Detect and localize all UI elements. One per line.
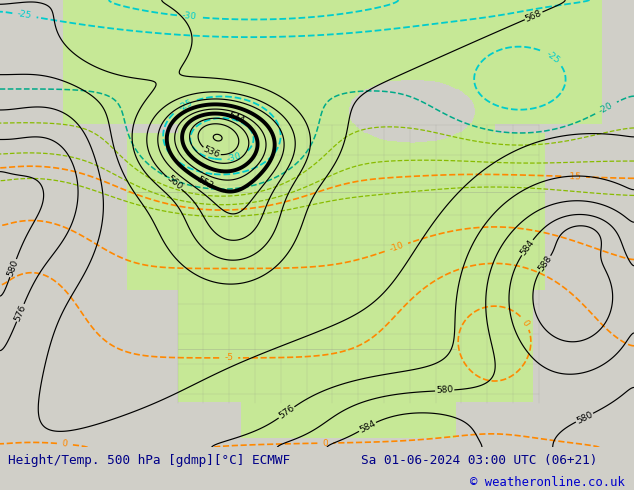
Text: 0: 0 xyxy=(520,318,531,328)
Text: 580: 580 xyxy=(436,386,453,395)
Text: -25: -25 xyxy=(16,10,32,21)
Text: 588: 588 xyxy=(536,254,553,273)
Text: 584: 584 xyxy=(519,238,536,257)
Text: 584: 584 xyxy=(358,419,377,435)
Text: © weatheronline.co.uk: © weatheronline.co.uk xyxy=(470,476,624,489)
Text: 576: 576 xyxy=(277,404,296,421)
Text: -25: -25 xyxy=(545,49,562,65)
Text: -30: -30 xyxy=(181,11,197,22)
Text: 0: 0 xyxy=(322,439,328,448)
Text: 580: 580 xyxy=(575,410,594,425)
Text: 568: 568 xyxy=(524,8,543,24)
Text: -10: -10 xyxy=(388,241,405,254)
Text: -20: -20 xyxy=(597,100,614,115)
Text: 580: 580 xyxy=(6,258,20,278)
Text: 0: 0 xyxy=(61,440,68,449)
Text: Sa 01-06-2024 03:00 UTC (06+21): Sa 01-06-2024 03:00 UTC (06+21) xyxy=(361,454,598,466)
Text: Height/Temp. 500 hPa [gdmp][°C] ECMWF: Height/Temp. 500 hPa [gdmp][°C] ECMWF xyxy=(8,454,290,466)
Text: -5: -5 xyxy=(224,353,233,363)
Text: 560: 560 xyxy=(165,174,184,192)
Text: 576: 576 xyxy=(13,303,28,322)
Text: -15: -15 xyxy=(566,172,581,181)
Text: 536: 536 xyxy=(202,145,221,160)
Text: -30: -30 xyxy=(226,151,242,164)
Text: -25: -25 xyxy=(177,98,194,112)
Text: 552: 552 xyxy=(195,175,215,191)
Text: 544: 544 xyxy=(227,110,246,125)
